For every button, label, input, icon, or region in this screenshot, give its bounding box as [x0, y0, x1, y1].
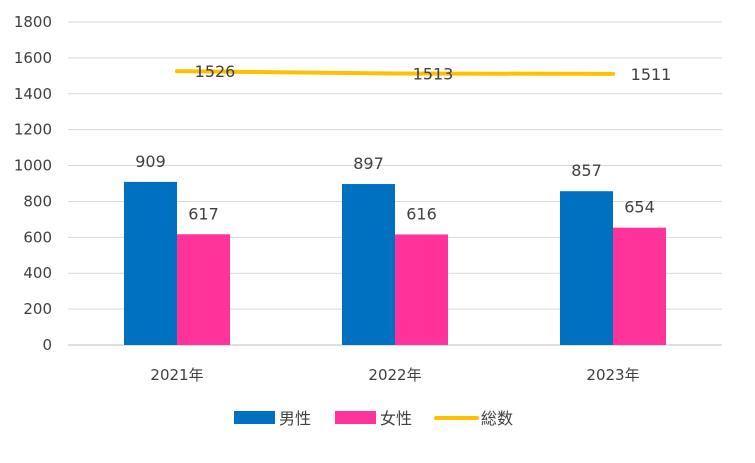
- bars: [124, 181, 666, 345]
- y-tick-label: 1600: [14, 49, 52, 67]
- legend-label-female: 女性: [380, 409, 412, 428]
- bar-male: [124, 181, 177, 345]
- y-axis: 0 200 400 600 800 1000 1200 1400 1600 1800: [14, 13, 52, 354]
- bar-value-label: 654: [624, 198, 655, 217]
- bar-value-label: 617: [188, 204, 219, 223]
- legend-label-total: 総数: [481, 409, 513, 428]
- y-tick-label: 0: [42, 336, 52, 354]
- legend-label-male: 男性: [279, 409, 311, 428]
- bar-value-label: 897: [353, 154, 384, 173]
- bar-male: [560, 191, 613, 345]
- y-tick-label: 600: [23, 228, 52, 246]
- bar-value-label: 857: [571, 161, 602, 180]
- y-tick-label: 200: [23, 300, 52, 318]
- data-labels: 909 617 897 616 857 654 1526 1513 1511: [135, 62, 671, 223]
- line-value-label: 1513: [413, 65, 454, 84]
- legend: 男性 女性 総数: [234, 409, 513, 428]
- x-tick-label: 2022年: [368, 366, 421, 384]
- x-axis: 2021年 2022年 2023年: [150, 366, 639, 384]
- total-series-line: [175, 69, 615, 76]
- bar-value-label: 616: [406, 204, 437, 223]
- line-value-label: 1526: [195, 62, 236, 81]
- bar-female: [177, 234, 230, 345]
- y-tick-label: 400: [23, 264, 52, 282]
- bar-female: [613, 227, 666, 345]
- total-line: [175, 69, 615, 76]
- y-tick-label: 1000: [14, 157, 52, 175]
- bar-female: [395, 234, 448, 345]
- y-tick-label: 1200: [14, 121, 52, 139]
- legend-swatch-female: [335, 411, 376, 424]
- x-tick-label: 2021年: [150, 366, 203, 384]
- line-value-label: 1511: [631, 65, 672, 84]
- bar-value-label: 909: [135, 152, 166, 171]
- bar-male: [342, 184, 395, 345]
- y-tick-label: 800: [23, 192, 52, 210]
- y-tick-label: 1400: [14, 85, 52, 103]
- y-tick-label: 1800: [14, 13, 52, 31]
- legend-swatch-male: [234, 411, 275, 424]
- x-tick-label: 2023年: [586, 366, 639, 384]
